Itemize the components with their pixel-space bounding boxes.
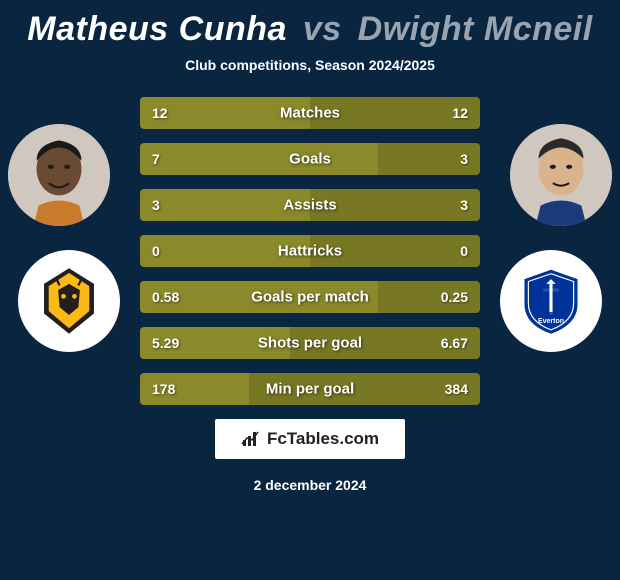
chart-icon	[241, 430, 261, 448]
stats-bars: 12 12 Matches 7 3 Goals 3 3 Assists 0 0 Hattricks 0.…	[140, 97, 480, 405]
stat-value-left: 0	[152, 243, 160, 259]
stat-label: Hattricks	[278, 243, 342, 260]
player2-club-badge: Everton	[500, 250, 602, 352]
player2-avatar	[510, 124, 612, 226]
stat-fill-left	[140, 143, 378, 175]
date-text: 2 december 2024	[0, 477, 620, 493]
subtitle: Club competitions, Season 2024/2025	[0, 57, 620, 73]
brand-text: FcTables.com	[267, 429, 379, 449]
stat-value-right: 0.25	[441, 289, 468, 305]
stat-row: 3 3 Assists	[140, 189, 480, 221]
vs-separator: vs	[303, 10, 342, 48]
player1-name: Matheus Cunha	[27, 10, 287, 48]
stat-value-right: 3	[460, 197, 468, 213]
stat-value-left: 0.58	[152, 289, 179, 305]
stat-value-right: 0	[460, 243, 468, 259]
stat-row: 7 3 Goals	[140, 143, 480, 175]
stat-row: 12 12 Matches	[140, 97, 480, 129]
stat-value-left: 7	[152, 151, 160, 167]
player1-avatar	[8, 124, 110, 226]
stat-value-right: 6.67	[441, 335, 468, 351]
stat-label: Goals per match	[251, 289, 369, 306]
stat-row: 5.29 6.67 Shots per goal	[140, 327, 480, 359]
stat-value-left: 12	[152, 105, 168, 121]
stat-label: Assists	[283, 197, 336, 214]
comparison-title: Matheus Cunha vs Dwight Mcneil	[0, 10, 620, 49]
stat-value-left: 3	[152, 197, 160, 213]
stat-label: Min per goal	[266, 381, 354, 398]
stat-value-right: 12	[452, 105, 468, 121]
svg-text:Everton: Everton	[538, 318, 564, 325]
stat-row: 0.58 0.25 Goals per match	[140, 281, 480, 313]
stat-label: Goals	[289, 151, 331, 168]
stat-label: Matches	[280, 105, 340, 122]
stat-value-left: 178	[152, 381, 175, 397]
brand-box: FcTables.com	[215, 419, 405, 459]
stat-value-right: 384	[445, 381, 468, 397]
stat-value-right: 3	[460, 151, 468, 167]
player1-club-badge	[18, 250, 120, 352]
stat-label: Shots per goal	[258, 335, 362, 352]
stat-value-left: 5.29	[152, 335, 179, 351]
player2-name: Dwight Mcneil	[358, 10, 593, 48]
stat-row: 0 0 Hattricks	[140, 235, 480, 267]
stat-row: 178 384 Min per goal	[140, 373, 480, 405]
